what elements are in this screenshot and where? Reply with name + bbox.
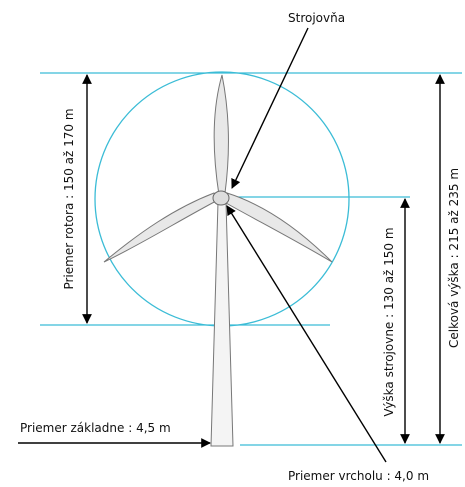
base-label: Priemer základne : 4,5 m [20, 421, 171, 435]
hub [212, 190, 230, 206]
nacelle-label: Strojovňa [288, 11, 345, 25]
blade [213, 74, 229, 196]
hub-height-label: Výška strojovne : 130 až 150 m [382, 227, 396, 416]
blade [103, 192, 219, 263]
blade [225, 192, 333, 263]
rotor-label: Priemer rotora : 150 až 170 m [62, 108, 76, 289]
top-label: Priemer vrcholu : 4,0 m [288, 469, 429, 483]
tower [210, 201, 234, 447]
top-arrow [226, 205, 387, 463]
total-height-label: Celková výška : 215 až 235 m [447, 168, 461, 348]
nacelle-arrow [231, 27, 309, 189]
